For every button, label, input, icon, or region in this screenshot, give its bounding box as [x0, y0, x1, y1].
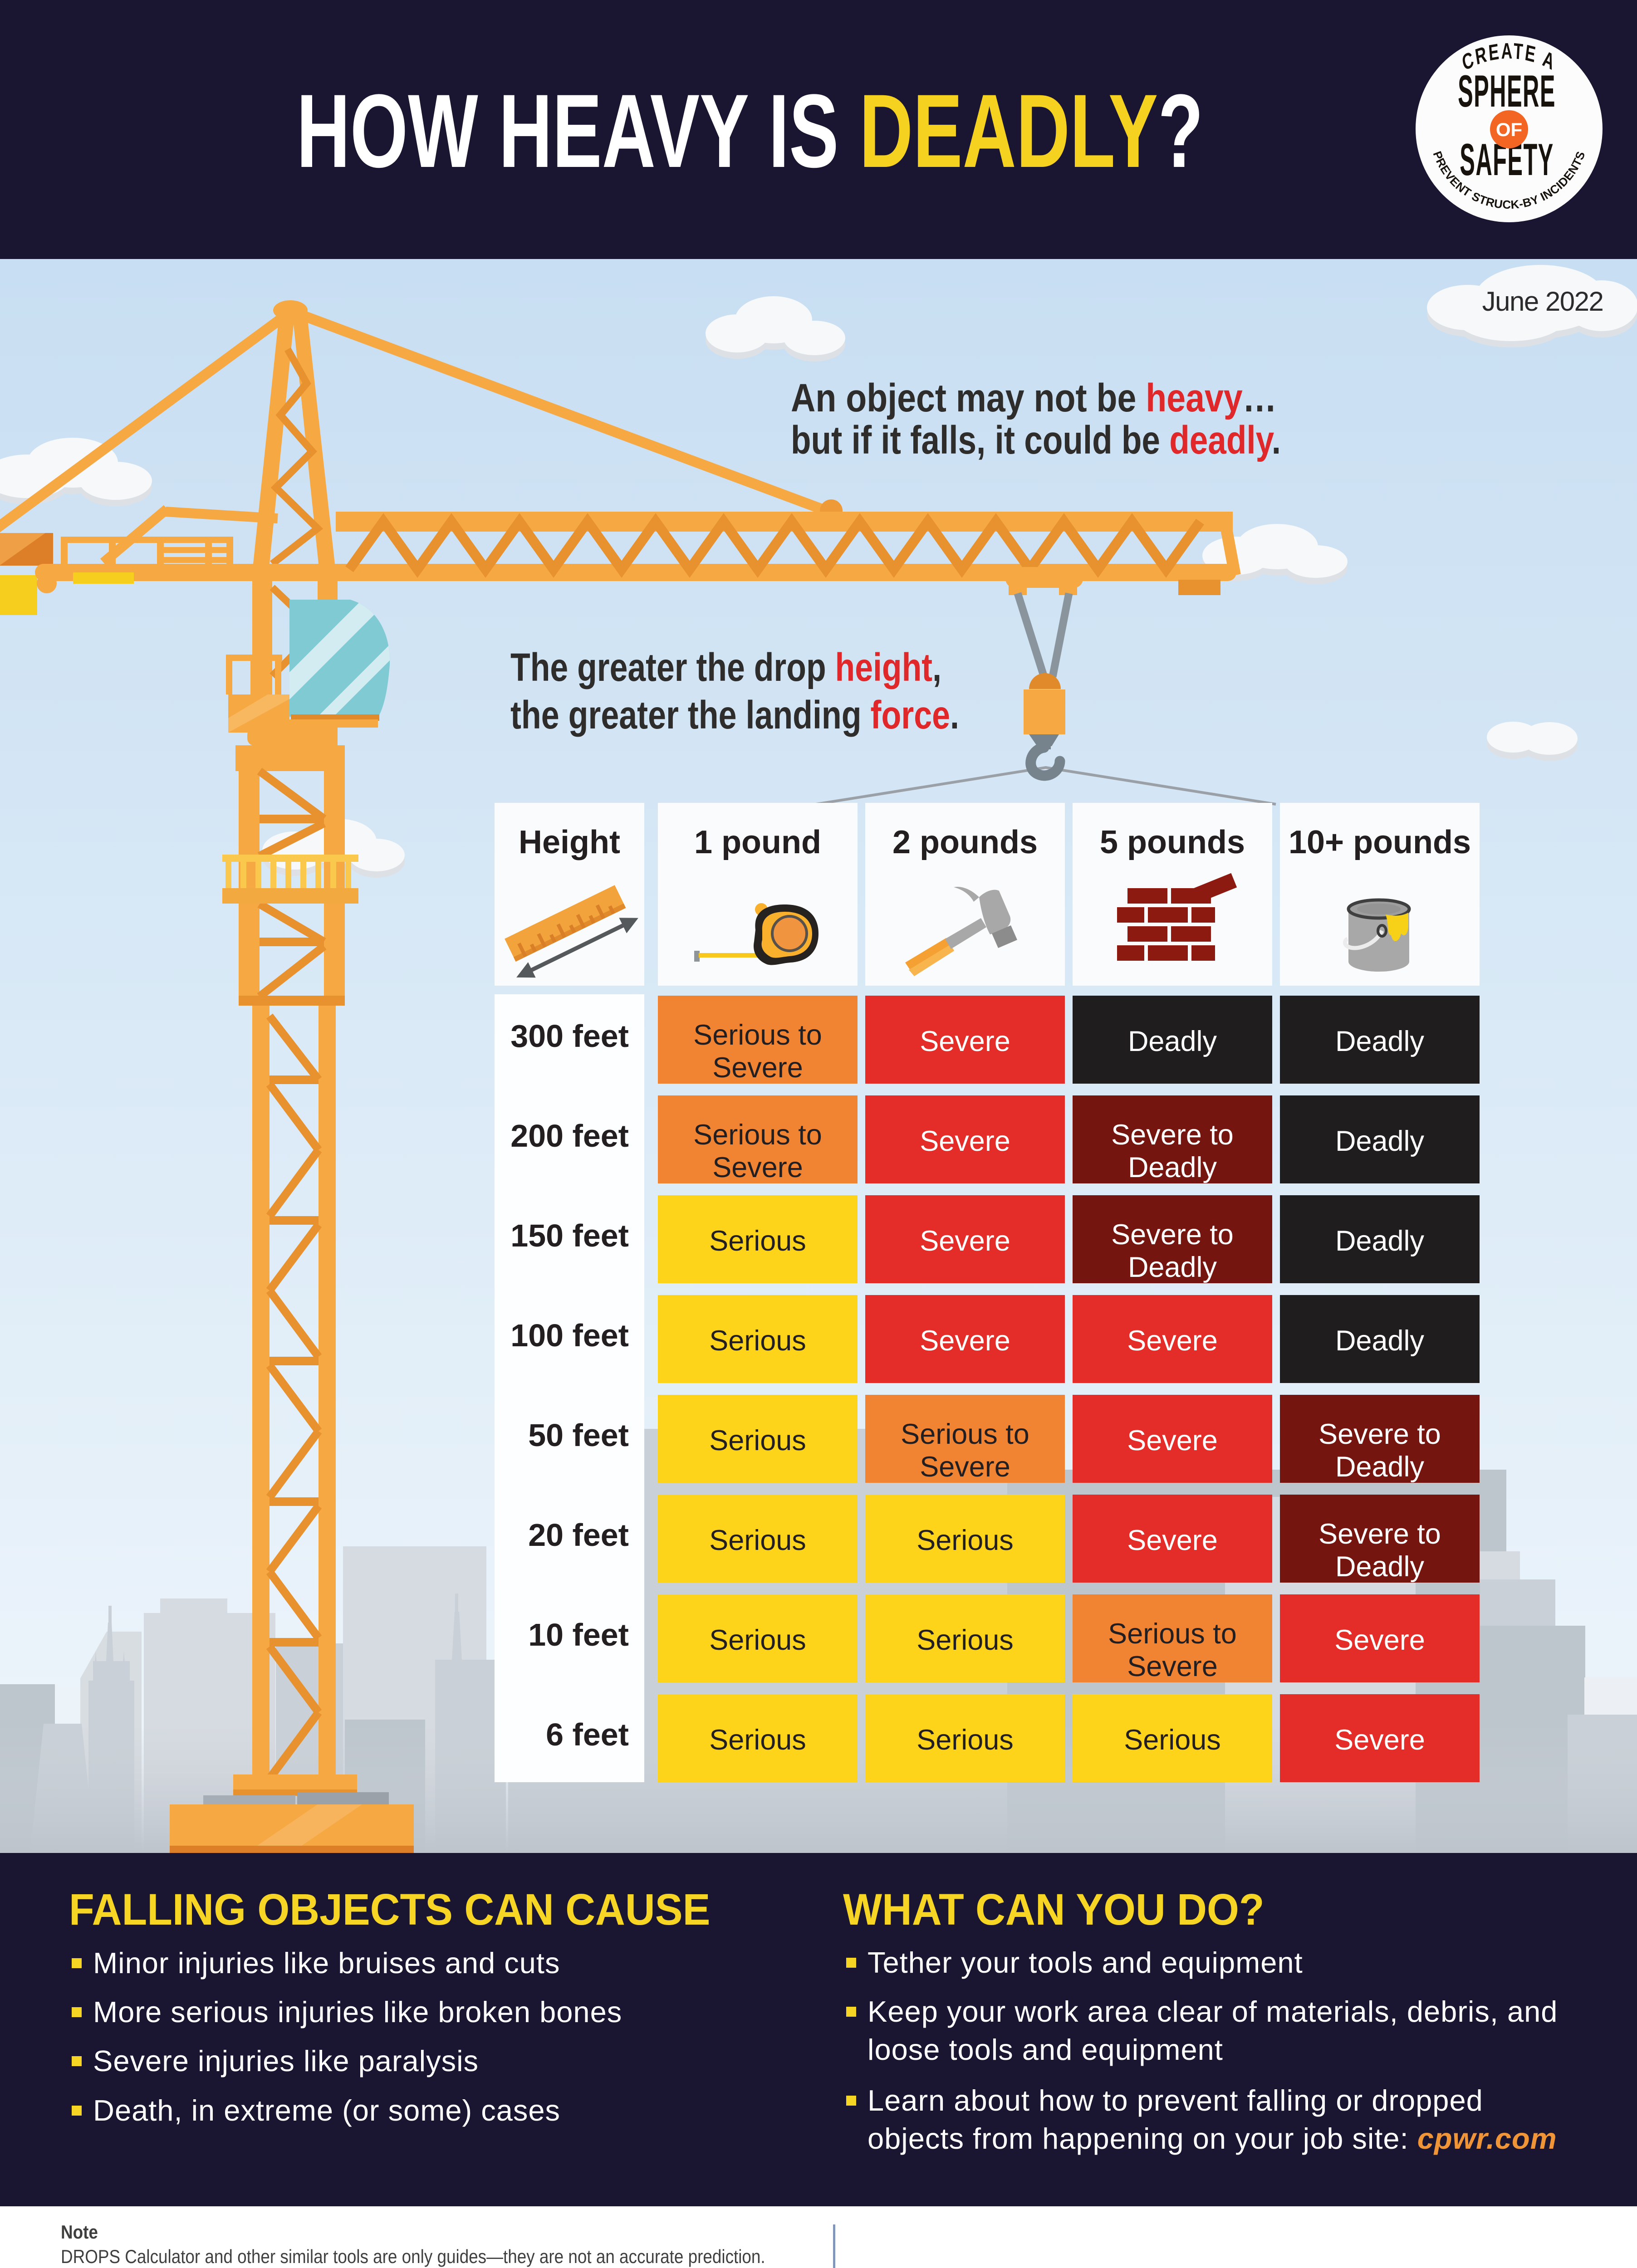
- svg-text:SPHERE: SPHERE: [1458, 66, 1556, 116]
- svg-text:but if it falls, it could be d: but if it falls, it could be deadly.: [791, 418, 1281, 462]
- svg-text:An object may not be heavy…: An object may not be heavy…: [791, 376, 1277, 420]
- svg-text:The greater the drop height,: The greater the drop height,: [510, 645, 941, 689]
- svg-text:OF: OF: [1496, 119, 1522, 140]
- svg-text:the greater the landing force.: the greater the landing force.: [510, 693, 959, 737]
